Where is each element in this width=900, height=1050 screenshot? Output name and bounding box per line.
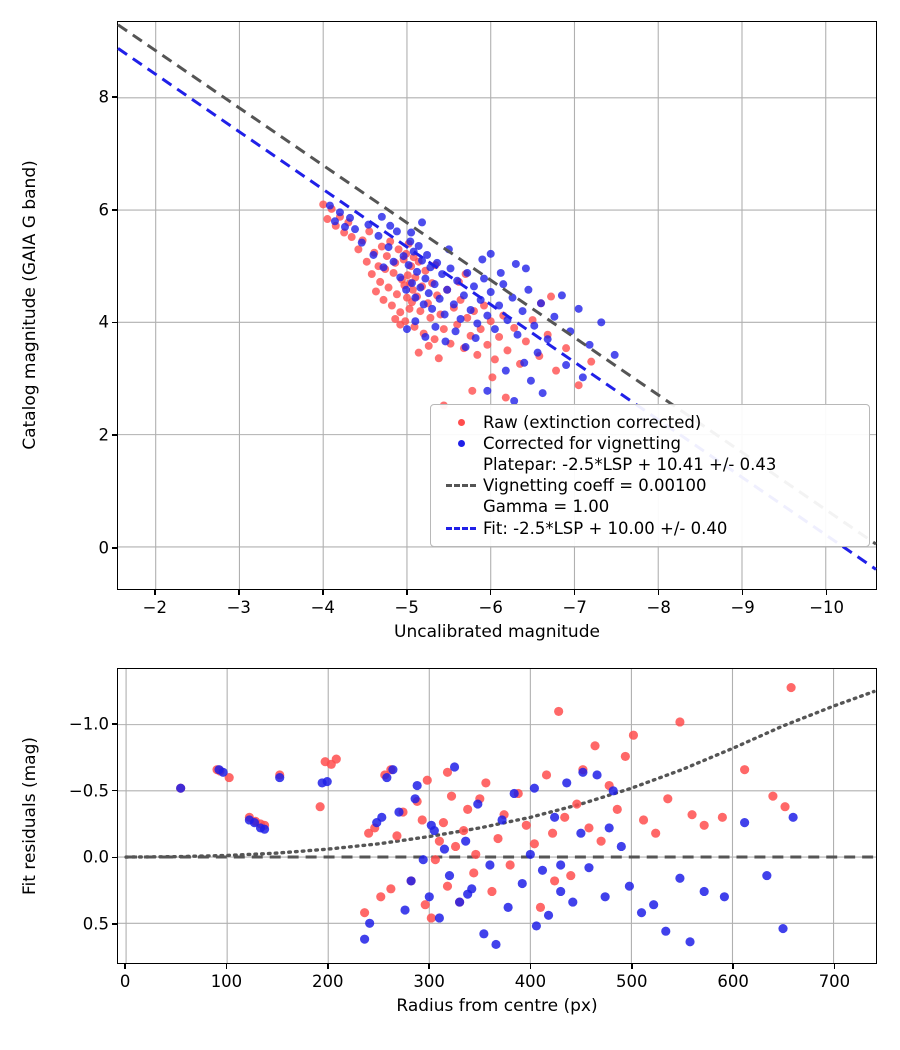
x-tick-label: −9 bbox=[730, 598, 755, 617]
legend-row-platepar: Platepar: -2.5*LSP + 10.41 +/- 0.43 Vign… bbox=[439, 454, 859, 517]
x-tick-mark bbox=[825, 590, 828, 595]
x-tick-mark bbox=[428, 964, 430, 969]
y-tick-label: 0.5 bbox=[82, 914, 109, 934]
x-tick-mark bbox=[321, 590, 324, 595]
x-tick-label: −7 bbox=[562, 598, 587, 617]
x-tick-label: 600 bbox=[717, 972, 749, 991]
legend-label-corrected: Corrected for vignetting bbox=[483, 434, 681, 454]
series-raw bbox=[176, 682, 796, 923]
x-tick-mark bbox=[124, 964, 126, 969]
legend-label-gamma: Gamma = 1.00 bbox=[483, 497, 610, 517]
x-tick-label: 700 bbox=[818, 972, 851, 991]
y-tick-label: 2 bbox=[98, 425, 110, 445]
legend-row-fit: Fit: -2.5*LSP + 10.00 +/- 0.40 bbox=[439, 518, 859, 539]
y-tick-label: 4 bbox=[98, 312, 110, 332]
x-tick-label: 100 bbox=[210, 972, 243, 991]
x-tick-label: −2 bbox=[142, 598, 167, 617]
x-tick-label: 200 bbox=[312, 972, 344, 991]
y-tick-mark bbox=[112, 923, 117, 925]
y-tick-mark bbox=[112, 96, 117, 98]
y-tick-mark bbox=[112, 546, 117, 549]
legend-label-fit: Fit: -2.5*LSP + 10.00 +/- 0.40 bbox=[483, 518, 728, 538]
x-tick-mark bbox=[489, 590, 492, 595]
x-tick-label: 300 bbox=[413, 972, 445, 991]
x-tick-label: −6 bbox=[478, 598, 503, 617]
x-tick-mark bbox=[573, 590, 576, 595]
x-tick-label: −8 bbox=[646, 598, 671, 617]
x-tick-mark bbox=[833, 964, 836, 969]
raw-marker-icon bbox=[439, 413, 483, 433]
legend-row-corrected: Corrected for vignetting bbox=[439, 433, 859, 454]
residuals-plot-canvas bbox=[118, 669, 876, 963]
calibration-yaxis-label: Catalog magnitude (GAIA G band) bbox=[20, 160, 40, 450]
x-tick-label: 0 bbox=[119, 972, 131, 991]
platepar-dash-icon bbox=[439, 476, 483, 496]
x-tick-label: 500 bbox=[616, 972, 648, 991]
legend-row-raw: Raw (extinction corrected) bbox=[439, 412, 859, 433]
y-tick-mark bbox=[112, 789, 117, 792]
legend-label-platepar: Platepar: -2.5*LSP + 10.41 +/- 0.43 bbox=[483, 455, 777, 475]
residuals-xaxis-label: Radius from centre (px) bbox=[396, 996, 598, 1016]
y-tick-label: 0.0 bbox=[82, 847, 109, 867]
x-tick-label: −10 bbox=[809, 598, 845, 617]
y-tick-mark bbox=[112, 723, 117, 725]
fit-dash-icon bbox=[439, 518, 483, 538]
calibration-xaxis-label: Uncalibrated magnitude bbox=[394, 622, 600, 642]
x-tick-mark bbox=[657, 590, 660, 595]
x-tick-mark bbox=[741, 590, 744, 595]
y-tick-mark bbox=[112, 321, 117, 324]
x-tick-mark bbox=[326, 964, 329, 969]
x-tick-mark bbox=[153, 590, 156, 595]
legend-label-vignetting-coeff: Vignetting coeff = 0.00100 bbox=[483, 476, 707, 496]
y-tick-label: 6 bbox=[98, 200, 110, 220]
y-tick-mark bbox=[112, 856, 117, 859]
x-tick-mark bbox=[225, 964, 228, 969]
x-tick-mark bbox=[732, 964, 734, 969]
x-tick-label: 400 bbox=[514, 972, 547, 991]
x-tick-mark bbox=[405, 590, 408, 595]
x-tick-mark bbox=[630, 964, 633, 969]
legend-label-raw: Raw (extinction corrected) bbox=[483, 413, 702, 432]
residuals-plot-axes bbox=[117, 668, 877, 964]
x-tick-mark bbox=[237, 590, 240, 595]
y-tick-label: −1.0 bbox=[68, 714, 109, 734]
residuals-yaxis-label: Fit residuals (mag) bbox=[20, 737, 40, 895]
x-tick-label: −3 bbox=[226, 598, 251, 617]
corrected-marker-icon bbox=[439, 434, 483, 454]
calibration-legend: Raw (extinction corrected) Corrected for… bbox=[430, 404, 870, 547]
series-corrected bbox=[325, 201, 619, 405]
y-tick-label: 0 bbox=[98, 538, 110, 558]
y-tick-mark bbox=[112, 434, 117, 436]
x-tick-label: −5 bbox=[394, 598, 419, 617]
x-tick-label: −4 bbox=[310, 598, 335, 617]
y-tick-label: −0.5 bbox=[68, 781, 109, 801]
y-tick-label: 8 bbox=[98, 87, 110, 107]
y-tick-mark bbox=[112, 208, 117, 211]
series-corrected bbox=[176, 762, 798, 950]
x-tick-mark bbox=[529, 964, 532, 969]
